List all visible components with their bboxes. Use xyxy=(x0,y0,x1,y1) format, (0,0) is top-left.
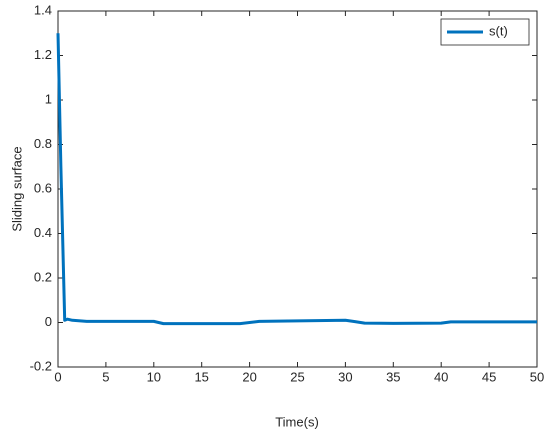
plot-area xyxy=(57,10,538,368)
y-tick-label: -0.2 xyxy=(30,358,52,373)
x-tick-label: 50 xyxy=(530,369,544,384)
x-tick-label: 25 xyxy=(290,369,304,384)
y-tick-label: 0 xyxy=(45,314,52,329)
y-tick-label: 0.4 xyxy=(34,225,52,240)
x-tick-label: 45 xyxy=(482,369,496,384)
x-tick-label: 5 xyxy=(102,369,109,384)
x-tick-label: 10 xyxy=(147,369,161,384)
y-tick-label: 1 xyxy=(45,91,52,106)
y-tick-label: 1.4 xyxy=(34,2,52,17)
x-tick-label: 35 xyxy=(386,369,400,384)
x-tick-label: 15 xyxy=(194,369,208,384)
x-axis-label: Time(s) xyxy=(275,414,319,429)
y-tick-label: 0.8 xyxy=(34,136,52,151)
y-tick-label: 1.2 xyxy=(34,47,52,62)
y-axis-label: Sliding surface xyxy=(9,146,24,231)
x-tick-label: 40 xyxy=(434,369,448,384)
legend-label: s(t) xyxy=(489,23,508,38)
y-tick-label: 0.6 xyxy=(34,180,52,195)
x-tick-label: 30 xyxy=(338,369,352,384)
x-tick-label: 0 xyxy=(54,369,61,384)
y-tick-label: 0.2 xyxy=(34,269,52,284)
data-line xyxy=(56,33,537,326)
x-tick-label: 20 xyxy=(242,369,256,384)
